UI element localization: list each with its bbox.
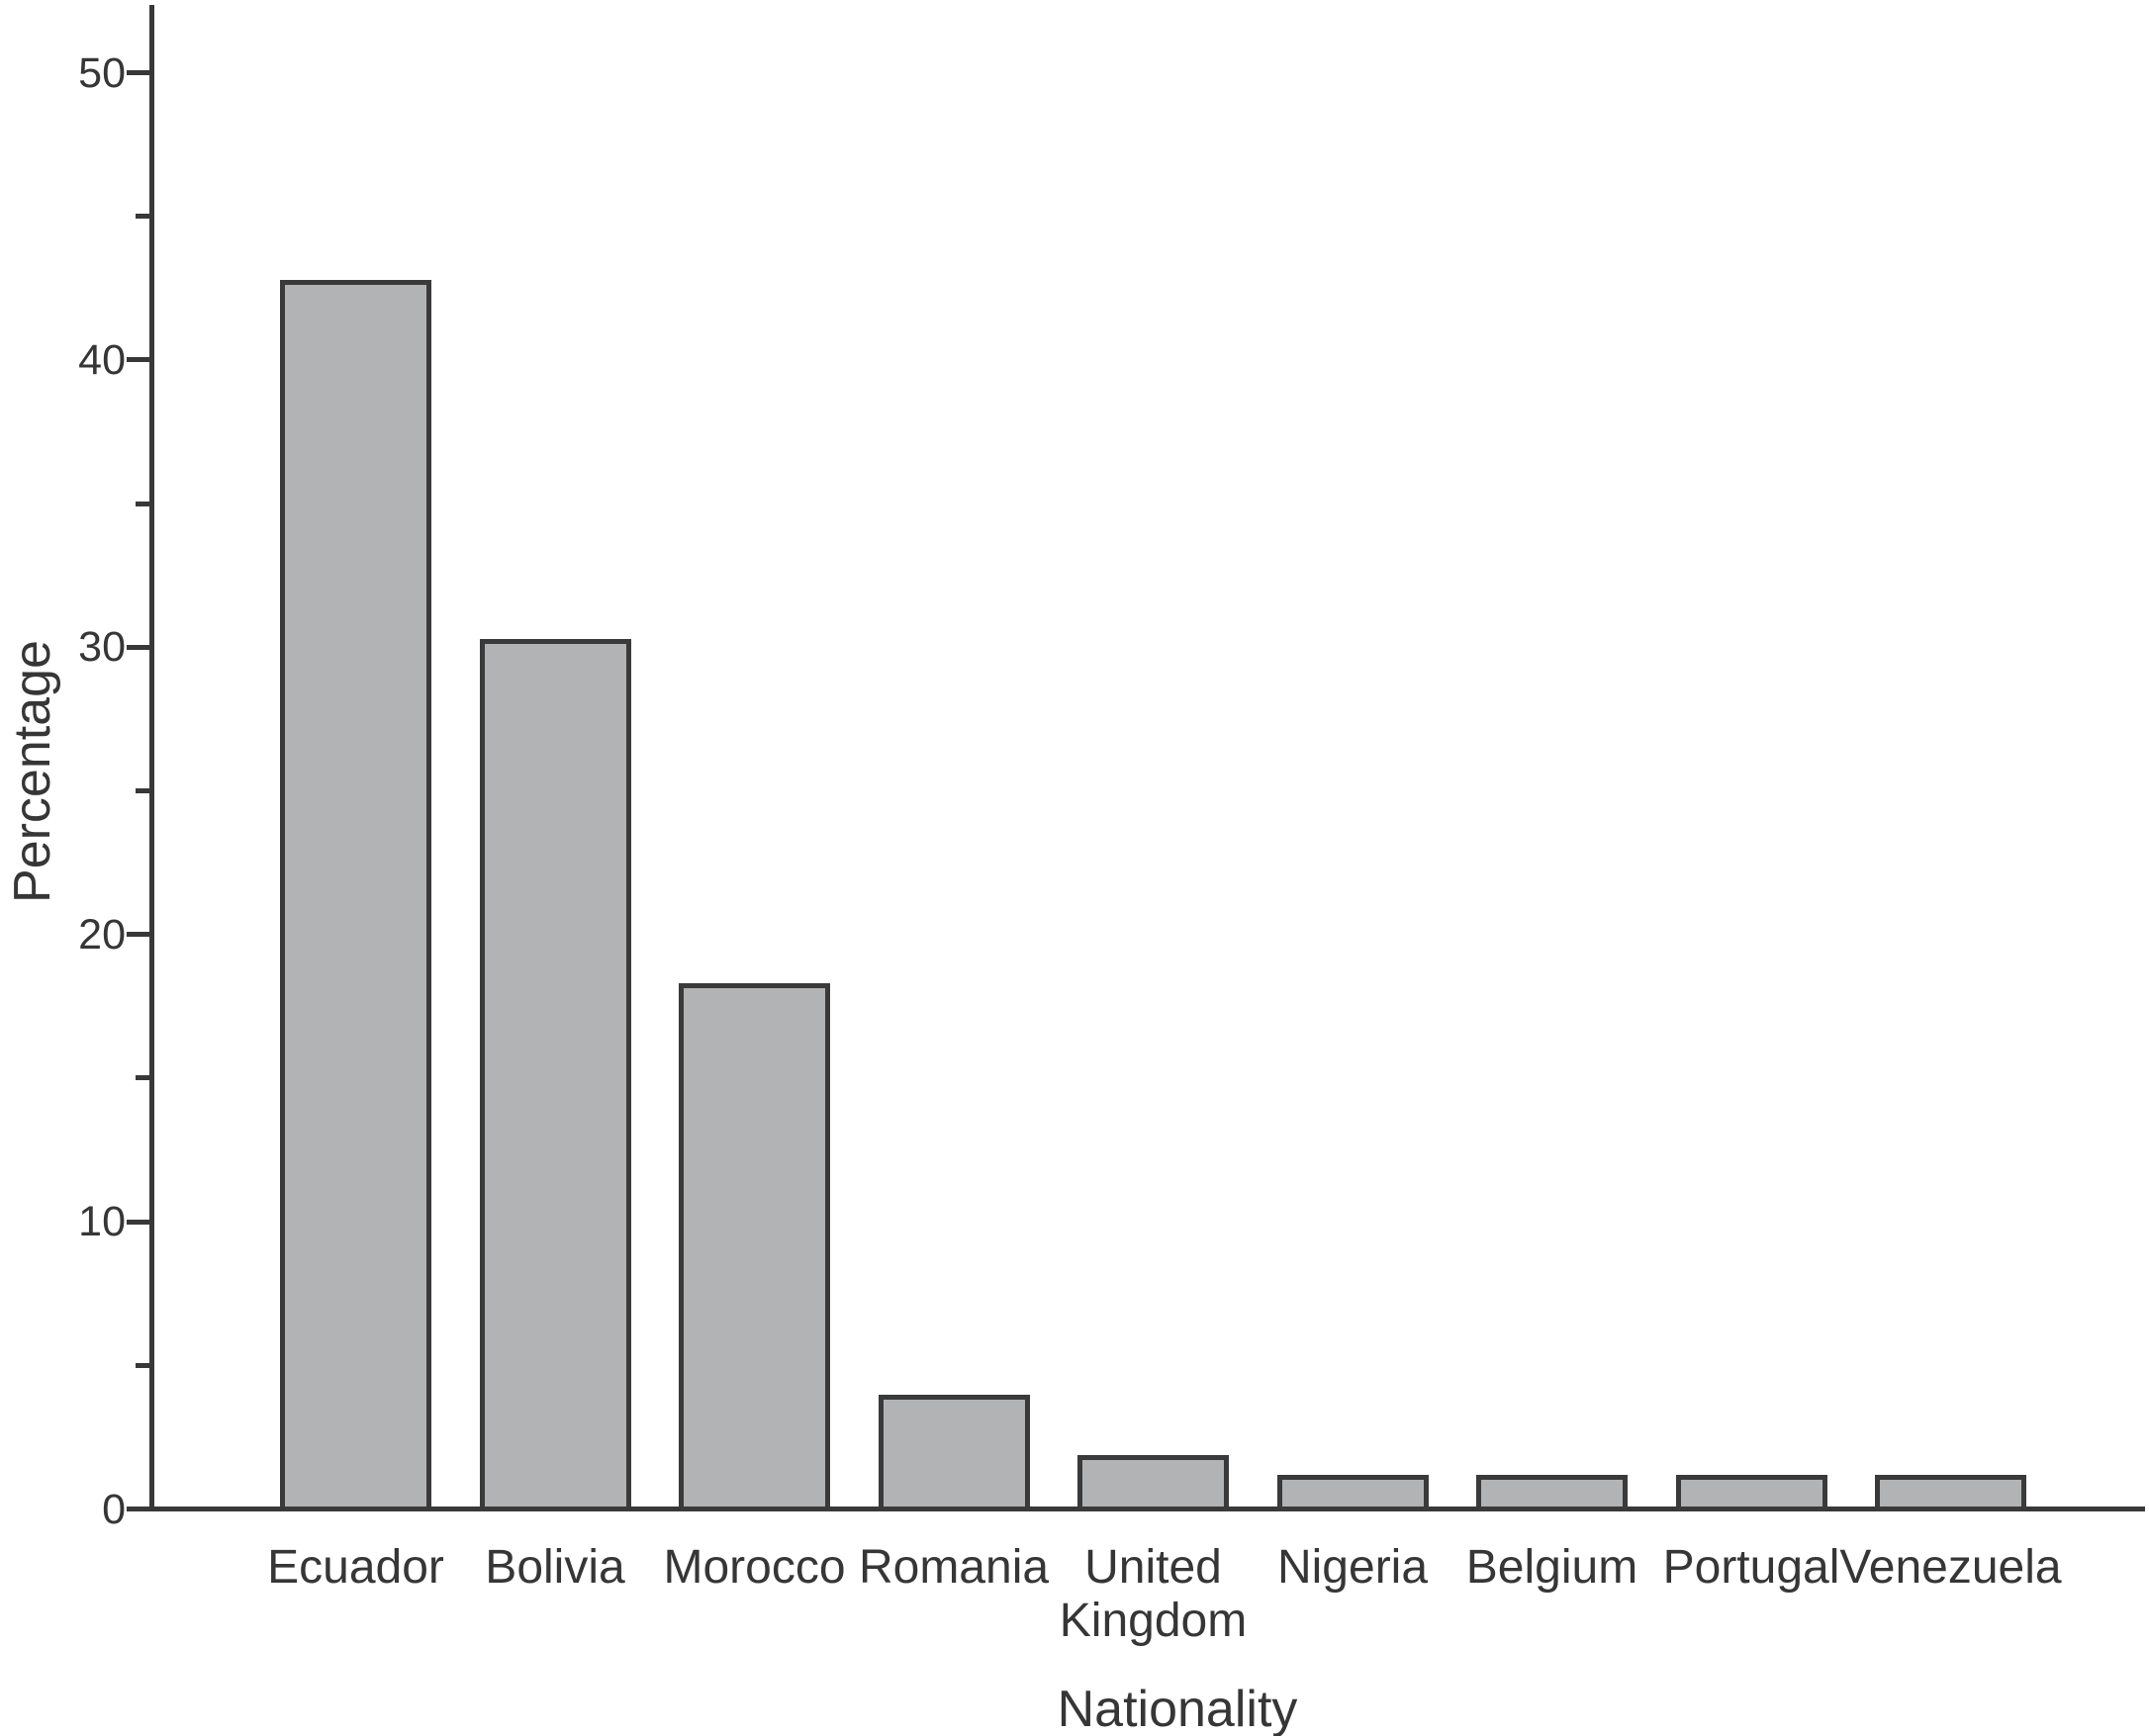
y-minor-tick	[136, 788, 149, 793]
y-major-tick	[127, 1219, 149, 1225]
y-minor-tick	[136, 1075, 149, 1081]
category-label: Belgium	[1465, 1541, 1638, 1594]
category-label: Ecuador	[267, 1541, 444, 1594]
bar-belgium	[1476, 1475, 1628, 1511]
y-minor-tick	[136, 501, 149, 506]
y-major-tick	[127, 644, 149, 650]
bar-venezuela	[1875, 1475, 2026, 1511]
category-label: Portugal	[1662, 1541, 1840, 1594]
y-major-tick	[127, 1507, 149, 1511]
bar-bolivia	[479, 638, 631, 1511]
y-major-tick	[127, 70, 149, 75]
bar-ecuador	[280, 279, 431, 1511]
y-tick-label: 40	[78, 335, 126, 384]
y-axis-line	[149, 5, 154, 1511]
y-tick-label: 30	[78, 623, 126, 672]
y-major-tick	[127, 932, 149, 938]
x-axis-title: Nationality	[1057, 1681, 1298, 1736]
y-tick-label: 10	[78, 1198, 126, 1246]
y-minor-tick	[136, 214, 149, 220]
category-label: Nigeria	[1276, 1541, 1429, 1594]
bar-nigeria	[1276, 1475, 1429, 1511]
category-label: United Kingdom	[1059, 1541, 1248, 1647]
category-label: Romania	[858, 1541, 1050, 1594]
category-label: Morocco	[663, 1541, 846, 1594]
y-tick-label: 20	[78, 910, 126, 959]
y-tick-label: 0	[102, 1485, 126, 1533]
category-label: Venezuela	[1839, 1541, 2062, 1594]
category-label: Bolivia	[485, 1541, 625, 1594]
y-minor-tick	[136, 1362, 149, 1368]
y-axis-title: Percentage	[4, 640, 61, 903]
y-tick-label: 50	[78, 48, 126, 97]
bar-morocco	[679, 983, 830, 1511]
bar-romania	[878, 1394, 1030, 1511]
bar-united-kingdom	[1077, 1454, 1229, 1511]
bar-portugal	[1675, 1475, 1827, 1511]
y-major-tick	[127, 357, 149, 363]
